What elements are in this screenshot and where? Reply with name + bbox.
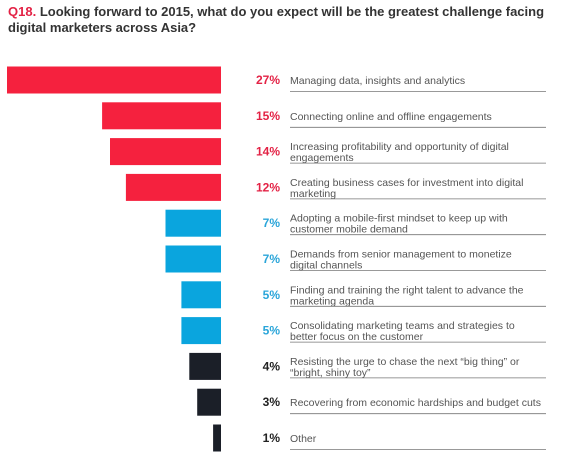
- bar-7: [181, 281, 221, 309]
- category-label-6-line-2: digital channels: [290, 260, 362, 272]
- category-label-1: Managing data, insights and analytics: [290, 75, 465, 87]
- value-label-9: 4%: [263, 359, 281, 373]
- question-text: Looking forward to 2015, what do you exp…: [8, 4, 545, 35]
- bar-5: [165, 209, 221, 237]
- category-label-11: Other: [290, 433, 317, 445]
- category-label-8-line-1: Consolidating marketing teams and strate…: [290, 320, 515, 332]
- value-label-7: 5%: [263, 288, 281, 302]
- category-label-7-line-2: marketing agenda: [290, 295, 374, 307]
- value-label-8: 5%: [263, 324, 281, 338]
- category-label-5-line-1: Adopting a mobile-first mindset to keep …: [290, 213, 508, 225]
- value-label-1: 27%: [256, 73, 280, 87]
- category-label-9-line-1: Resisting the urge to chase the next “bi…: [290, 356, 520, 368]
- category-label-8-line-2: better focus on the customer: [290, 331, 424, 343]
- value-label-3: 14%: [256, 145, 280, 159]
- category-label-4-line-1: Creating business cases for investment i…: [290, 177, 523, 189]
- bar-2: [102, 102, 221, 130]
- category-label-10: Recovering from economic hardships and b…: [290, 397, 541, 409]
- value-label-4: 12%: [256, 180, 280, 194]
- bar-10: [197, 388, 221, 416]
- category-label-9-line-2: “bright, shiny toy”: [290, 367, 371, 379]
- chart-title: Q18. Looking forward to 2015, what do yo…: [8, 4, 558, 36]
- category-label-3-line-1: Increasing profitability and opportunity…: [290, 141, 509, 153]
- question-number: Q18.: [8, 4, 37, 19]
- bar-6: [165, 245, 221, 273]
- category-label-7-line-1: Finding and training the right talent to…: [290, 284, 524, 296]
- category-label-3-line-2: engagements: [290, 152, 354, 164]
- category-label-2: Connecting online and offline engagement…: [290, 111, 492, 123]
- value-label-2: 15%: [256, 109, 280, 123]
- value-label-6: 7%: [263, 252, 281, 266]
- category-label-6-line-1: Demands from senior management to moneti…: [290, 249, 512, 261]
- bar-3: [110, 138, 221, 166]
- category-label-4-line-2: marketing: [290, 188, 336, 200]
- value-label-5: 7%: [263, 216, 281, 230]
- value-label-11: 1%: [263, 431, 281, 445]
- bar-4: [125, 173, 221, 201]
- bar-1: [7, 66, 221, 94]
- category-label-5-line-2: customer mobile demand: [290, 224, 408, 236]
- bar-11: [213, 424, 221, 452]
- bar-8: [181, 317, 221, 345]
- value-label-10: 3%: [263, 395, 281, 409]
- bar-9: [189, 352, 221, 380]
